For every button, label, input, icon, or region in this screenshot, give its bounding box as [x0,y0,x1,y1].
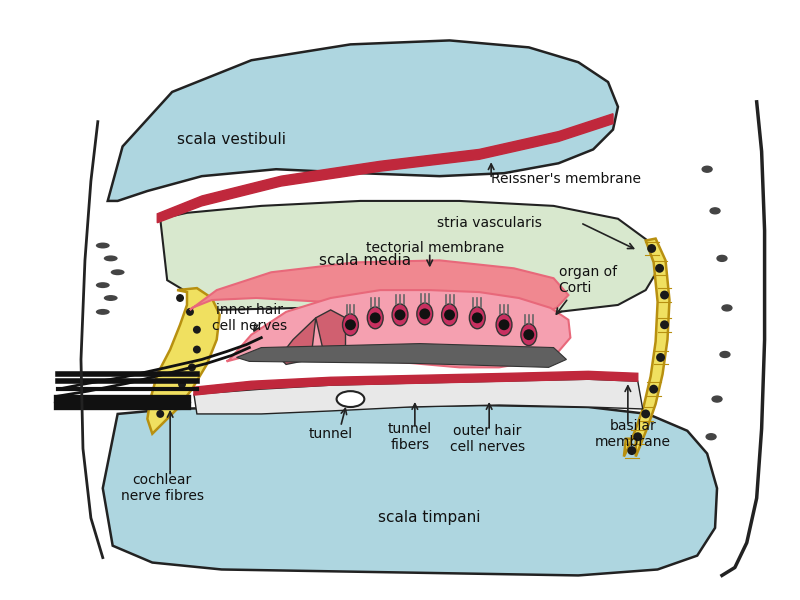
Circle shape [178,380,186,388]
Ellipse shape [96,282,110,288]
Text: scala media: scala media [319,253,411,268]
Ellipse shape [96,309,110,315]
Circle shape [523,329,534,340]
Circle shape [345,319,356,330]
Polygon shape [279,318,316,364]
Circle shape [188,364,196,371]
Ellipse shape [367,307,383,329]
Ellipse shape [712,396,722,402]
Circle shape [647,244,656,253]
Circle shape [627,446,636,455]
Circle shape [370,313,381,323]
Ellipse shape [442,304,458,326]
Polygon shape [194,371,638,395]
Circle shape [193,346,201,353]
Text: tunnel
fibers: tunnel fibers [388,422,432,452]
Ellipse shape [720,352,730,358]
Text: scala vestibuli: scala vestibuli [177,132,286,147]
Text: cochlear
nerve fibres: cochlear nerve fibres [121,473,204,503]
Ellipse shape [702,166,712,172]
Ellipse shape [717,256,727,262]
Polygon shape [108,40,618,201]
Ellipse shape [496,314,512,335]
Circle shape [634,432,642,441]
Polygon shape [160,201,658,312]
Ellipse shape [722,305,732,311]
Ellipse shape [337,391,364,407]
Circle shape [444,310,455,320]
Text: Reissner's membrane: Reissner's membrane [491,172,641,186]
Polygon shape [147,288,220,434]
Circle shape [660,320,669,329]
Text: inner hair
cell nerves: inner hair cell nerves [212,303,287,333]
Ellipse shape [706,434,716,440]
Circle shape [394,310,406,320]
Circle shape [642,409,650,418]
Circle shape [176,294,184,302]
Text: basilar
membrane: basilar membrane [595,419,671,449]
Ellipse shape [417,303,433,325]
Polygon shape [624,239,670,457]
Polygon shape [237,344,566,367]
Text: organ of
Corti: organ of Corti [558,265,617,295]
Ellipse shape [110,269,125,275]
Polygon shape [190,260,569,318]
Ellipse shape [392,304,408,326]
Circle shape [472,313,482,323]
Text: stria vascularis: stria vascularis [437,216,542,230]
Polygon shape [316,310,346,361]
Circle shape [660,290,669,299]
Circle shape [498,319,510,330]
Ellipse shape [521,324,537,346]
Ellipse shape [342,314,358,335]
Text: tectorial membrane: tectorial membrane [366,241,504,256]
Ellipse shape [104,295,118,301]
Circle shape [649,385,658,394]
Text: outer hair
cell nerves: outer hair cell nerves [450,424,525,454]
Ellipse shape [104,256,118,262]
Polygon shape [194,379,642,414]
Ellipse shape [96,242,110,248]
Circle shape [656,353,665,362]
Circle shape [193,326,201,334]
Circle shape [419,308,430,319]
Circle shape [166,395,174,403]
Polygon shape [102,405,717,575]
Polygon shape [226,290,570,367]
Circle shape [186,308,194,316]
Ellipse shape [470,307,486,329]
Circle shape [655,264,664,273]
Ellipse shape [710,208,720,214]
Circle shape [156,410,164,418]
Polygon shape [158,114,613,223]
Text: scala timpani: scala timpani [378,511,481,526]
Text: tunnel: tunnel [309,427,353,441]
